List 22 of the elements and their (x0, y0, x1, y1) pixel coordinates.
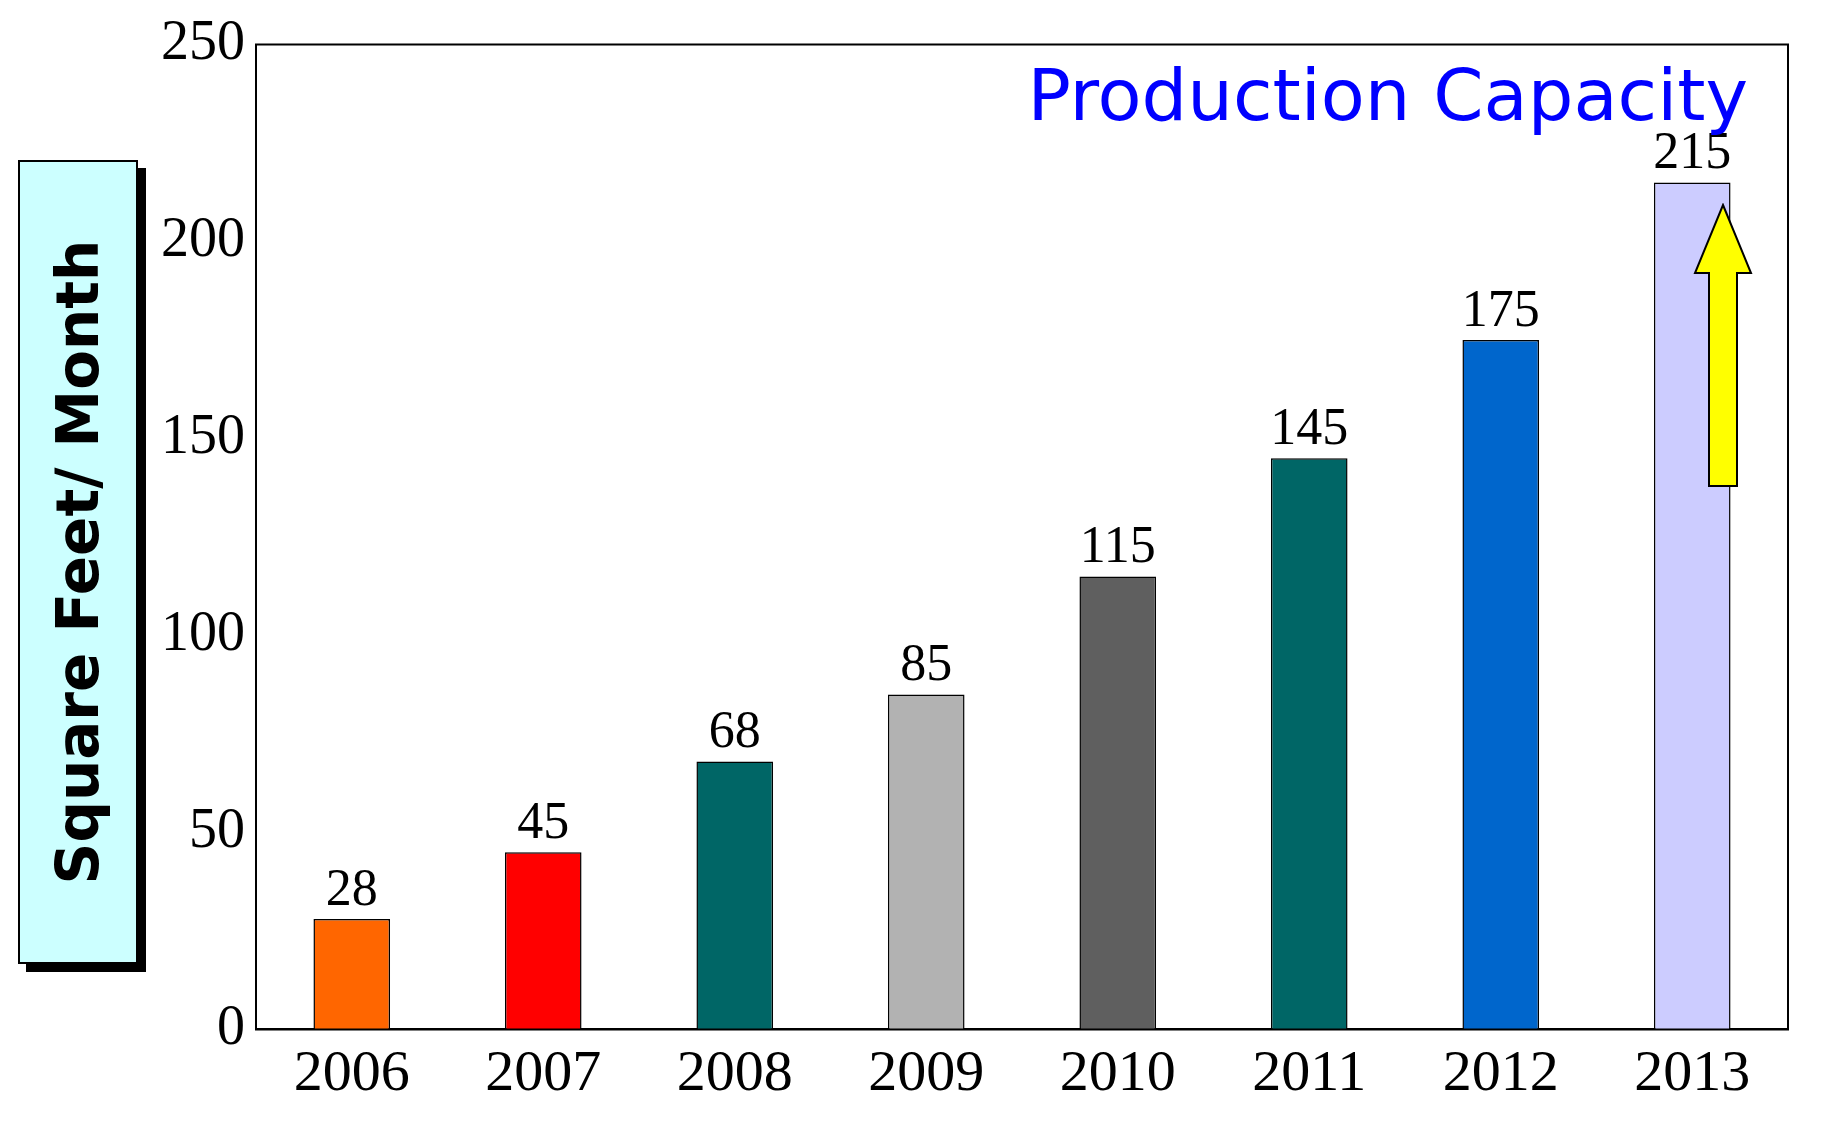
data-label: 68 (708, 701, 761, 759)
data-label: 28 (325, 858, 378, 916)
x-tick-label: 2009 (868, 1038, 985, 1104)
y-tick-label: 250 (161, 9, 245, 72)
data-label: 115 (1079, 516, 1156, 574)
x-tick-label: 2012 (1442, 1038, 1559, 1104)
x-tick-label: 2007 (485, 1038, 602, 1104)
x-tick-label: 2006 (293, 1038, 410, 1104)
y-tick-label: 100 (161, 600, 245, 663)
x-tick-label: 2008 (676, 1038, 793, 1104)
x-tick-label: 2010 (1059, 1038, 1176, 1104)
data-label: 175 (1461, 279, 1540, 337)
data-label: 85 (900, 634, 953, 692)
y-tick-label: 200 (161, 206, 245, 269)
y-tick-label: 150 (161, 403, 245, 466)
x-tick-label: 2013 (1634, 1038, 1751, 1104)
y-axis-title: Square Feet/ Month (44, 239, 112, 885)
y-tick-label: 0 (217, 994, 245, 1057)
y-tick-label: 50 (189, 797, 245, 860)
data-label: 45 (517, 791, 570, 849)
data-label: 145 (1270, 397, 1349, 455)
x-tick-label: 2011 (1252, 1038, 1367, 1104)
